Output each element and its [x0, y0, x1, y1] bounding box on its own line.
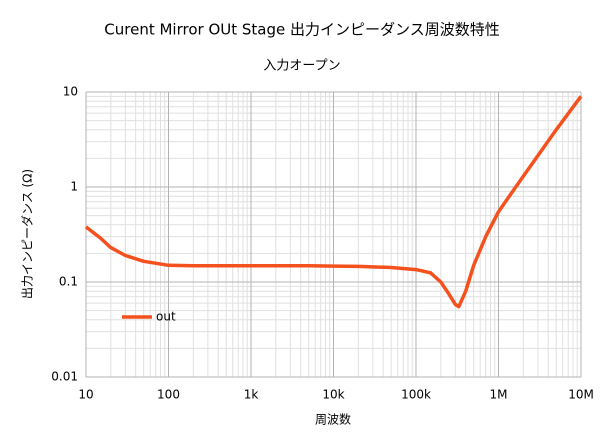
- x-tick-label: 100: [157, 388, 180, 402]
- x-tick-label: 100k: [401, 388, 431, 402]
- y-axis-label: 出力インピーダンス (Ω): [20, 169, 35, 299]
- x-tick-label: 10: [78, 388, 93, 402]
- y-tick-label: 0.1: [59, 275, 78, 289]
- x-tick-label: 1k: [244, 388, 259, 402]
- legend-label: out: [156, 310, 176, 324]
- y-tick-label: 1: [70, 180, 78, 194]
- data-line: [84, 95, 583, 309]
- y-tick-label: 0.01: [51, 370, 78, 384]
- x-tick-label: 1M: [490, 388, 508, 402]
- chart-subtitle: 入力オープン: [263, 59, 340, 74]
- x-tick-label: 10M: [568, 388, 594, 402]
- x-tick-label: 10k: [322, 388, 344, 402]
- y-tick-label: 10: [63, 85, 78, 99]
- chart-title: Curent Mirror OUt Stage 出力インピーダンス周波数特性: [104, 21, 499, 39]
- x-axis-label: 周波数: [315, 412, 351, 427]
